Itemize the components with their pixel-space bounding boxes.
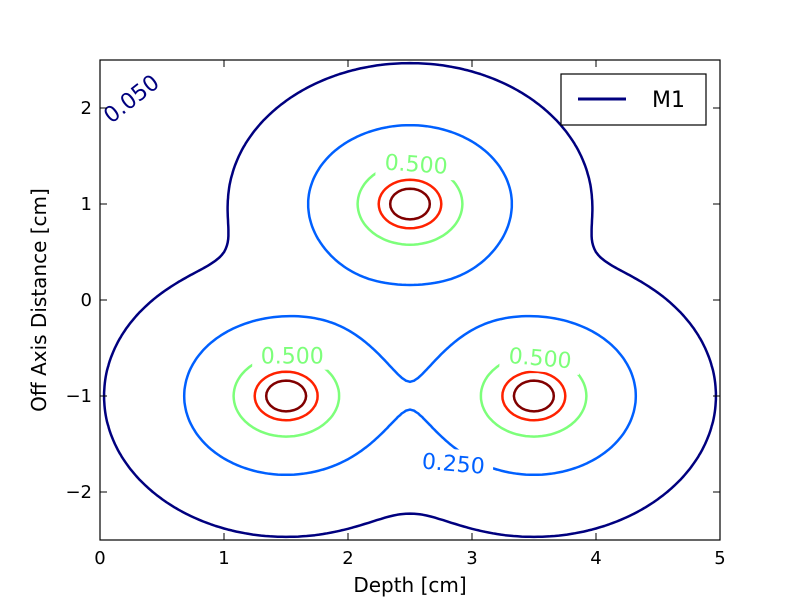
y-tick-label: 0 (81, 290, 92, 311)
x-tick-label: 4 (590, 548, 601, 569)
plot-area (102, 61, 718, 539)
x-tick-label: 2 (342, 548, 353, 569)
plot-frame (99, 59, 721, 541)
contour-label: 0.500 (508, 344, 573, 374)
x-tick-label: 0 (94, 548, 105, 569)
y-tick-label: −2 (65, 482, 92, 503)
x-tick-label: 1 (218, 548, 229, 569)
contour-label: 0.500 (384, 151, 449, 180)
y-axis-label: Off Axis Distance [cm] (27, 188, 51, 412)
legend: M1 (560, 73, 707, 126)
contour-line-1 (102, 61, 718, 539)
contour-line-4 (253, 178, 567, 422)
contour-line-3 (232, 162, 588, 438)
contour-label: 0.500 (261, 345, 324, 370)
y-tick-label: 2 (81, 98, 92, 119)
contour-line-5 (264, 187, 556, 413)
legend-label: M1 (652, 88, 685, 113)
x-axis-label: Depth [cm] (353, 573, 466, 597)
contour-line-2 (182, 123, 638, 477)
axes: 0 1 2 3 4 5 −2 −1 0 1 2 (65, 59, 726, 569)
y-tick-label: 1 (81, 194, 92, 215)
y-tick-label: −1 (65, 386, 92, 407)
x-tick-label: 5 (714, 548, 725, 569)
x-tick-label: 3 (466, 548, 477, 569)
contour-label: 0.250 (421, 449, 486, 479)
